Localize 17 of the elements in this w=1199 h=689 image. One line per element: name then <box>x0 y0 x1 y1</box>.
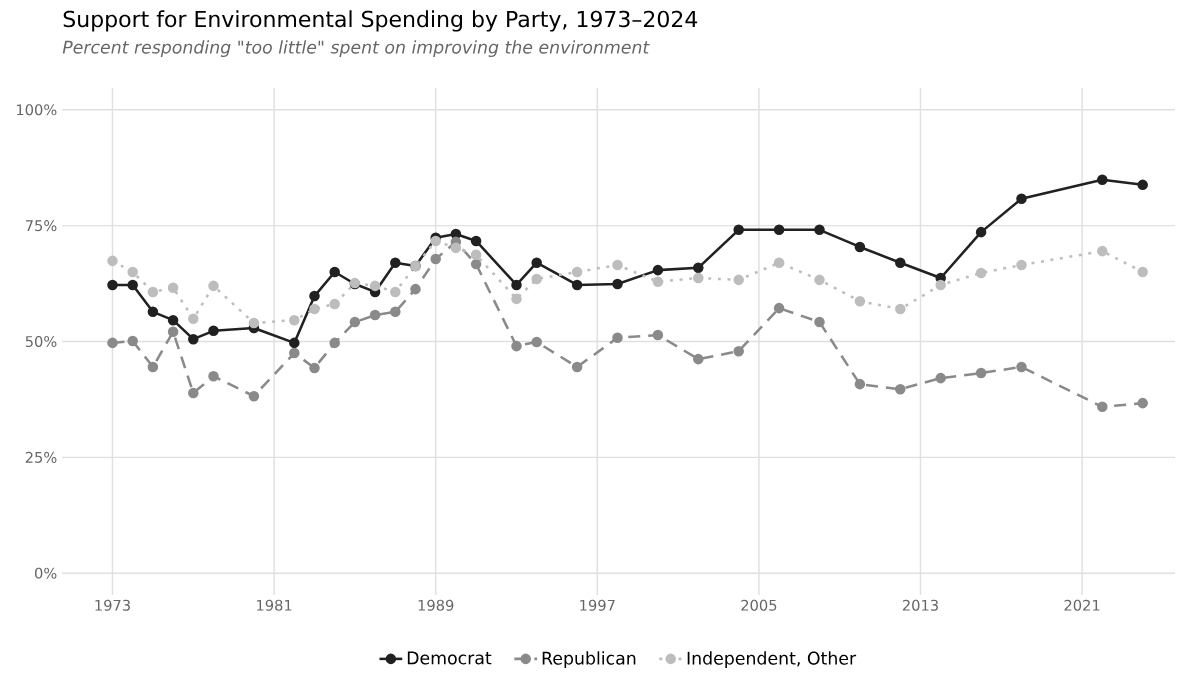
legend-label: Democrat <box>407 651 492 665</box>
x-tick-label: 2005 <box>741 599 777 611</box>
y-tick-label: 0% <box>34 567 57 579</box>
x-tick-label: 2021 <box>1064 599 1100 611</box>
x-tick-label: 1973 <box>95 599 130 611</box>
y-tick-label: 100% <box>16 104 57 116</box>
x-tick-label: 1981 <box>257 599 292 611</box>
legend-label: Republican <box>542 651 636 669</box>
x-tick-label: 2013 <box>902 599 938 611</box>
chart-subtitle: Percent responding "too little" spent on improving the environment <box>62 40 650 58</box>
y-tick-label: 50% <box>25 335 57 348</box>
y-tick-label: 75% <box>25 220 57 232</box>
chart-title: Support for Environmental Spending by Party, 1973–2024 <box>63 10 698 32</box>
y-tick-label: 25% <box>25 451 57 463</box>
legend-label: Independent, Other <box>687 651 857 669</box>
x-tick-label: 1989 <box>418 599 454 611</box>
x-tick-label: 1997 <box>580 599 615 611</box>
